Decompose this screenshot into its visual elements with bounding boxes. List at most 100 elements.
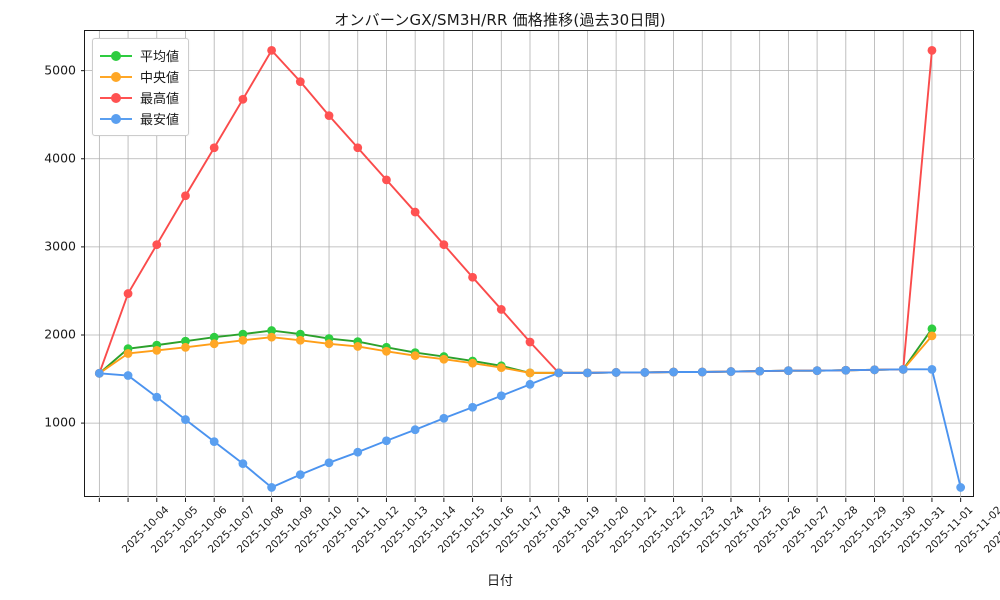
- data-point: [410, 207, 420, 217]
- data-point: [956, 483, 966, 492]
- data-point: [496, 363, 506, 372]
- data-point: [726, 367, 736, 376]
- legend-label-max: 最高値: [140, 92, 180, 107]
- legend-label-mean: 平均値: [140, 50, 180, 65]
- legend-dot-3: [111, 113, 121, 124]
- legend-dot-1: [111, 71, 121, 82]
- legend-marker-icon: [100, 70, 132, 84]
- data-point: [295, 335, 305, 345]
- data-point: [496, 391, 506, 401]
- data-point: [410, 351, 420, 361]
- data-point: [382, 175, 391, 185]
- data-point: [353, 143, 363, 153]
- data-point: [755, 366, 765, 376]
- data-point: [209, 437, 219, 447]
- chart-legend: 平均値 中央値 最高値 最安値: [92, 38, 190, 136]
- x-axis-tick-labels: 2025-10-04 2025-10-05 2025-10-06 2025-10-07…: [84, 504, 1000, 574]
- y-tick-label: 4000: [44, 150, 76, 166]
- data-point: [927, 324, 937, 334]
- data-point: [209, 332, 219, 342]
- data-point: [123, 371, 133, 380]
- data-point: [927, 364, 937, 374]
- data-point: [382, 436, 391, 446]
- data-point: [209, 143, 219, 153]
- data-point: [152, 392, 162, 402]
- data-point: [295, 329, 305, 339]
- legend-item-min[interactable]: 最安値: [100, 108, 179, 129]
- data-point: [812, 366, 822, 376]
- data-series-layer: [94, 45, 966, 492]
- data-point: [525, 337, 535, 347]
- legend-label-median: 中央値: [140, 71, 180, 86]
- data-point: [870, 365, 879, 375]
- data-point: [554, 368, 564, 378]
- y-tick-label: 3000: [44, 238, 76, 254]
- y-tick-label: 2000: [44, 326, 76, 342]
- data-point: [927, 331, 937, 341]
- data-point: [123, 289, 133, 298]
- legend-dot-0: [111, 50, 121, 61]
- data-point: [439, 240, 449, 250]
- x-axis-label: 日付: [486, 574, 513, 589]
- data-point: [468, 402, 477, 412]
- data-point: [123, 349, 133, 358]
- data-point: [238, 94, 248, 104]
- legend-marker-icon: [100, 49, 132, 63]
- data-point: [238, 459, 248, 469]
- data-point: [669, 367, 678, 377]
- data-point: [927, 45, 937, 55]
- data-point: [238, 329, 248, 339]
- data-point: [583, 368, 592, 378]
- data-point: [152, 346, 162, 355]
- legend-marker-icon: [100, 112, 132, 126]
- data-point: [640, 368, 650, 377]
- data-point: [94, 368, 104, 378]
- data-point: [181, 336, 190, 346]
- y-tick-label: 1000: [44, 414, 76, 430]
- plot-area: [81, 30, 975, 502]
- grid-lines: [81, 31, 975, 502]
- legend-dot-2: [111, 92, 121, 103]
- data-point: [611, 368, 621, 377]
- data-point: [697, 367, 707, 377]
- data-point: [468, 358, 477, 368]
- data-point: [181, 342, 190, 352]
- legend-item-median[interactable]: 中央値: [100, 66, 179, 87]
- data-point: [295, 77, 305, 87]
- data-point: [496, 305, 506, 314]
- data-point: [468, 272, 477, 282]
- legend-item-mean[interactable]: 平均値: [100, 45, 179, 66]
- data-point: [267, 483, 277, 492]
- data-point: [353, 447, 363, 457]
- data-point: [181, 415, 190, 424]
- data-point: [209, 339, 219, 349]
- data-point: [841, 365, 851, 375]
- data-point: [783, 366, 793, 376]
- legend-marker-icon: [100, 91, 132, 105]
- data-point: [295, 470, 305, 480]
- data-point: [267, 332, 277, 342]
- data-point: [353, 342, 363, 351]
- series-3: [94, 364, 966, 492]
- data-point: [324, 339, 334, 349]
- data-point: [439, 413, 449, 423]
- data-point: [181, 191, 190, 201]
- data-point: [525, 368, 535, 378]
- series-2: [94, 45, 937, 378]
- data-point: [439, 354, 449, 364]
- data-point: [898, 364, 908, 374]
- data-point: [324, 458, 334, 468]
- legend-label-min: 最安値: [140, 113, 180, 128]
- data-point: [382, 346, 391, 356]
- chart-title: オンバーンGX/SM3H/RR 価格推移(過去30日間): [334, 11, 666, 29]
- legend-item-max[interactable]: 最高値: [100, 87, 179, 108]
- y-tick-label: 5000: [44, 62, 76, 78]
- data-point: [267, 45, 277, 55]
- data-point: [152, 240, 162, 250]
- data-point: [267, 326, 277, 335]
- data-point: [410, 425, 420, 435]
- data-point: [238, 335, 248, 345]
- data-point: [324, 111, 334, 120]
- data-point: [525, 379, 535, 389]
